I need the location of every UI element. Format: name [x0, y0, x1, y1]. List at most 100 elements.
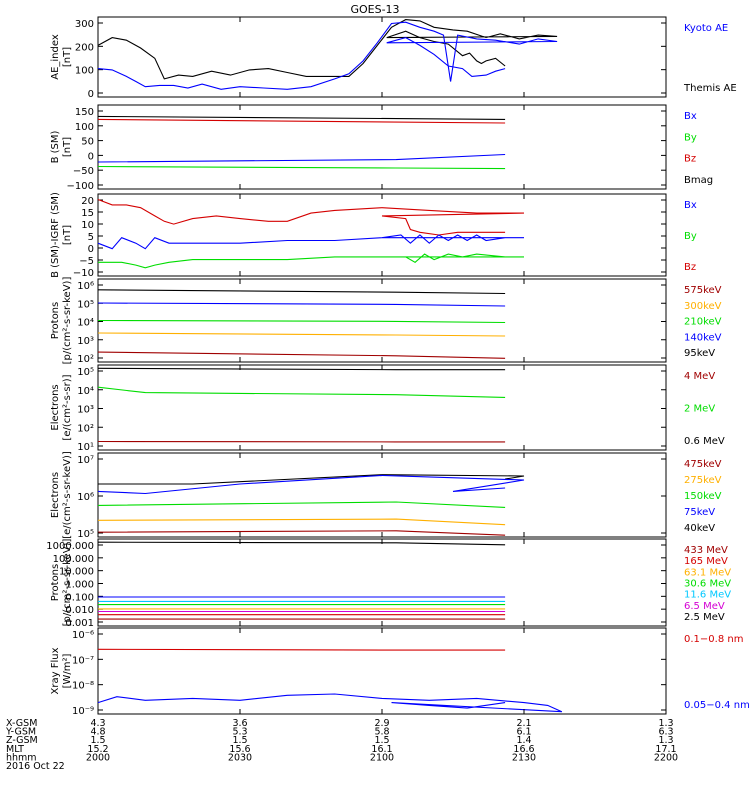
series-line-blue [97, 21, 558, 90]
footer-value-mlt: 15.6 [229, 744, 250, 755]
y-tick-label: 10⁵ [77, 367, 94, 378]
series-line-black [97, 367, 506, 371]
y-axis-label: Xray Flux [50, 647, 61, 694]
series-line-orange [97, 518, 506, 526]
legend-entry: Bx [684, 200, 697, 211]
legend-entry: 6.5 MeV [684, 601, 725, 612]
footer-value-z-gsm: 1.4 [516, 735, 531, 746]
panel-4: 10⁶ 10⁵ 10⁴ 10³ 10² Protons [p/(cm²-s-sr-keV)]… [50, 277, 722, 365]
series-line-green [97, 319, 506, 324]
y-tick-label: −10 [73, 268, 94, 279]
y-tick-label: 1.000 [65, 580, 94, 591]
series-line-blue [97, 234, 524, 250]
legend-entry: 150keV [684, 491, 722, 502]
y-tick-label: 0 [88, 89, 94, 100]
series-line-black [97, 115, 506, 120]
footer-value-x-gsm: 2.1 [516, 718, 531, 729]
y-tick-label: 10⁶ [77, 492, 94, 503]
footer-row-label: Y-GSM [5, 727, 36, 738]
y-tick-label: 10³ [77, 405, 94, 416]
y-tick-label: 10⁻⁶ [72, 630, 94, 641]
figure-title: GOES-13 [350, 3, 399, 16]
series-line-blue [97, 153, 506, 163]
footer-value-y-gsm: 5.3 [232, 727, 247, 738]
legend-entry: 63.1 MeV [684, 567, 731, 578]
footer-row-label: hhmm [6, 752, 37, 763]
legend-entry: 4 MeV [684, 371, 715, 382]
series-line-darkred [97, 530, 506, 536]
y-tick-label: 15 [81, 208, 94, 219]
footer-value-x-gsm: 2.9 [374, 718, 389, 729]
series-line-black [98, 474, 525, 485]
y-axis-label: Protons [50, 302, 61, 339]
footer-value-hhmm: 2130 [512, 752, 536, 763]
y-axis-label: [e/(cm²-s-sr-keV)] [62, 451, 73, 539]
y-tick-label: 10⁶ [77, 281, 94, 292]
footer-value-mlt: 17.1 [655, 744, 676, 755]
y-tick-label: 0 [88, 244, 94, 255]
y-tick-label: −50 [73, 166, 94, 177]
y-tick-label: 0.010 [65, 605, 94, 616]
legend-entry: 30.6 MeV [684, 579, 731, 590]
y-axis-label: B (SM)-IGRF (SM) [50, 192, 61, 278]
footer-value-hhmm: 2200 [654, 752, 678, 763]
series-line-blue [97, 302, 506, 307]
series-line-green [97, 386, 506, 398]
series-line-green [97, 501, 506, 508]
footer-value-x-gsm: 1.3 [658, 718, 673, 729]
y-tick-label: 10 [81, 220, 94, 231]
y-tick-label: 10.000 [59, 567, 94, 578]
y-tick-label: 1000.000 [46, 541, 94, 552]
y-axis-label: [e/(cm²-s-sr)] [62, 374, 73, 440]
y-tick-label: 10⁴ [77, 318, 94, 329]
y-tick-label: 20 [81, 196, 94, 207]
legend-entry: 2.5 MeV [684, 612, 725, 623]
y-tick-label: 10⁴ [77, 386, 94, 397]
series-line-green [97, 165, 506, 170]
legend-entry: 0.6 MeV [684, 436, 725, 447]
series-line-orange [97, 332, 506, 337]
y-tick-label: 0.001 [65, 618, 94, 629]
legend-entry: 165 MeV [684, 556, 728, 567]
y-tick-label: 100.000 [53, 554, 94, 565]
legend-entry: Kyoto AE [684, 23, 728, 34]
series-line-red [97, 118, 506, 124]
legend-entry: 140keV [684, 332, 722, 343]
y-axis-label: [nT] [62, 225, 73, 245]
legend-entry: 40keV [684, 523, 715, 534]
y-axis-label: [W/m²] [62, 653, 73, 688]
y-tick-label: 10⁵ [77, 529, 94, 540]
footer-value-hhmm: 2030 [228, 752, 252, 763]
panel-2: 150 100 50 0 −50 −100 B (SM) [nT] Bx By Bz Bmag [50, 104, 713, 192]
series-line-blue [97, 693, 563, 713]
y-tick-label: 100 [75, 122, 94, 133]
footer-value-y-gsm: 6.3 [658, 727, 673, 738]
panel-frame [97, 452, 667, 538]
y-tick-label: 10² [77, 423, 94, 434]
legend-entry: 95keV [684, 348, 715, 359]
footer-value-y-gsm: 5.8 [374, 727, 389, 738]
y-tick-label: −100 [67, 181, 94, 192]
legend-entry: 0.1−0.8 nm [684, 634, 743, 645]
footer-value-x-gsm: 3.6 [232, 718, 247, 729]
footer-value-mlt: 16.1 [371, 744, 392, 755]
legend-entry: 0.05−0.4 nm [684, 700, 750, 711]
footer-value-y-gsm: 4.8 [90, 727, 105, 738]
panel-frame [97, 364, 667, 451]
legend-entry: Bz [684, 262, 696, 273]
panel-frame [97, 104, 667, 190]
y-tick-label: 10⁻⁷ [72, 655, 94, 666]
series-line-green [98, 253, 524, 269]
footer-value-mlt: 16.6 [513, 744, 534, 755]
footer-value-z-gsm: 1.5 [374, 735, 389, 746]
y-tick-label: 10⁵ [77, 299, 94, 310]
y-axis-label: Protons [50, 564, 61, 601]
series-line-blue [97, 474, 525, 495]
panel-5: 10⁵ 10⁴ 10³ 10² 10¹ Electrons [e/(cm²-s-sr)] 4 … [50, 364, 725, 453]
legend-entry: 2 MeV [684, 404, 715, 415]
